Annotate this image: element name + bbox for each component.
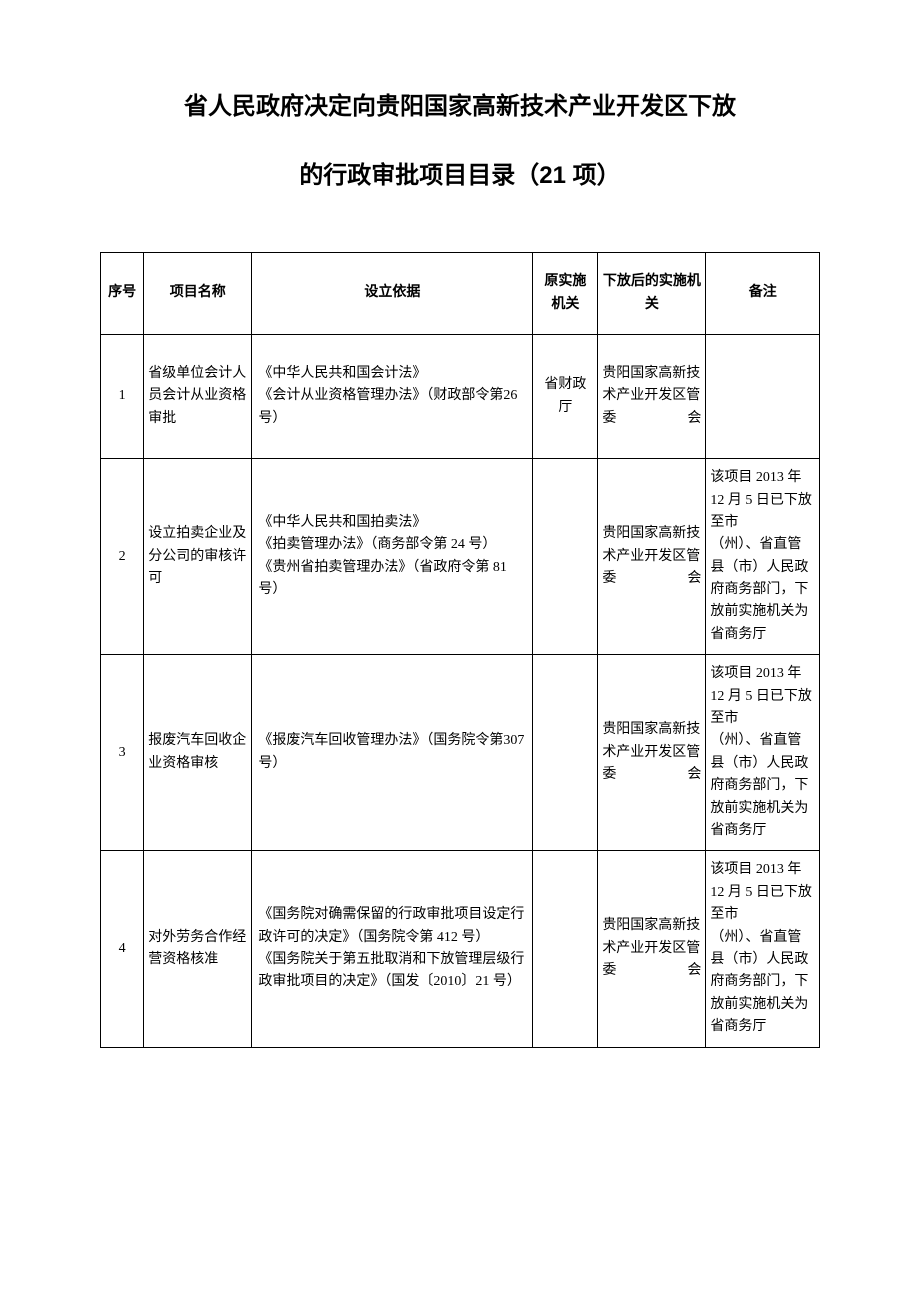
col-header-name: 项目名称	[144, 253, 252, 335]
cell-after: 贵阳国家高新技术产业开发区管委会	[598, 655, 706, 851]
cell-seq: 3	[101, 655, 144, 851]
cell-org	[533, 851, 598, 1047]
document-title: 省人民政府决定向贵阳国家高新技术产业开发区下放	[100, 90, 820, 124]
cell-org: 省财政厅	[533, 334, 598, 458]
cell-after: 贵阳国家高新技术产业开发区管委会	[598, 334, 706, 458]
col-header-basis: 设立依据	[252, 253, 533, 335]
cell-seq: 2	[101, 459, 144, 655]
cell-name: 省级单位会计人员会计从业资格审批	[144, 334, 252, 458]
cell-remark: 该项目 2013 年12 月 5 日已下放至市（州）、省直管县（市）人民政府商务…	[706, 459, 820, 655]
col-header-seq: 序号	[101, 253, 144, 335]
cell-basis: 《报废汽车回收管理办法》（国务院令第307 号）	[252, 655, 533, 851]
document-page: 省人民政府决定向贵阳国家高新技术产业开发区下放 的行政审批项目目录（21 项） …	[0, 0, 920, 1108]
col-header-org: 原实施机关	[533, 253, 598, 335]
cell-org	[533, 655, 598, 851]
cell-seq: 4	[101, 851, 144, 1047]
col-header-after: 下放后的实施机关	[598, 253, 706, 335]
table-row: 3 报废汽车回收企业资格审核 《报废汽车回收管理办法》（国务院令第307 号） …	[101, 655, 820, 851]
cell-remark: 该项目 2013 年12 月 5 日已下放至市（州）、省直管县（市）人民政府商务…	[706, 851, 820, 1047]
cell-after: 贵阳国家高新技术产业开发区管委会	[598, 459, 706, 655]
col-header-remark: 备注	[706, 253, 820, 335]
cell-name: 报废汽车回收企业资格审核	[144, 655, 252, 851]
cell-remark	[706, 334, 820, 458]
approval-items-table: 序号 项目名称 设立依据 原实施机关 下放后的实施机关 备注 1 省级单位会计人…	[100, 252, 820, 1047]
cell-name: 对外劳务合作经营资格核准	[144, 851, 252, 1047]
table-row: 1 省级单位会计人员会计从业资格审批 《中华人民共和国会计法》《会计从业资格管理…	[101, 334, 820, 458]
cell-seq: 1	[101, 334, 144, 458]
cell-after: 贵阳国家高新技术产业开发区管委会	[598, 851, 706, 1047]
cell-remark: 该项目 2013 年12 月 5 日已下放至市（州）、省直管县（市）人民政府商务…	[706, 655, 820, 851]
cell-basis: 《中华人民共和国会计法》《会计从业资格管理办法》（财政部令第26 号）	[252, 334, 533, 458]
cell-org	[533, 459, 598, 655]
cell-basis: 《中华人民共和国拍卖法》《拍卖管理办法》（商务部令第 24 号）《贵州省拍卖管理…	[252, 459, 533, 655]
cell-name: 设立拍卖企业及分公司的审核许可	[144, 459, 252, 655]
cell-basis: 《国务院对确需保留的行政审批项目设定行政许可的决定》（国务院令第 412 号）《…	[252, 851, 533, 1047]
table-header-row: 序号 项目名称 设立依据 原实施机关 下放后的实施机关 备注	[101, 253, 820, 335]
document-subtitle: 的行政审批项目目录（21 项）	[100, 159, 820, 193]
table-row: 2 设立拍卖企业及分公司的审核许可 《中华人民共和国拍卖法》《拍卖管理办法》（商…	[101, 459, 820, 655]
table-row: 4 对外劳务合作经营资格核准 《国务院对确需保留的行政审批项目设定行政许可的决定…	[101, 851, 820, 1047]
